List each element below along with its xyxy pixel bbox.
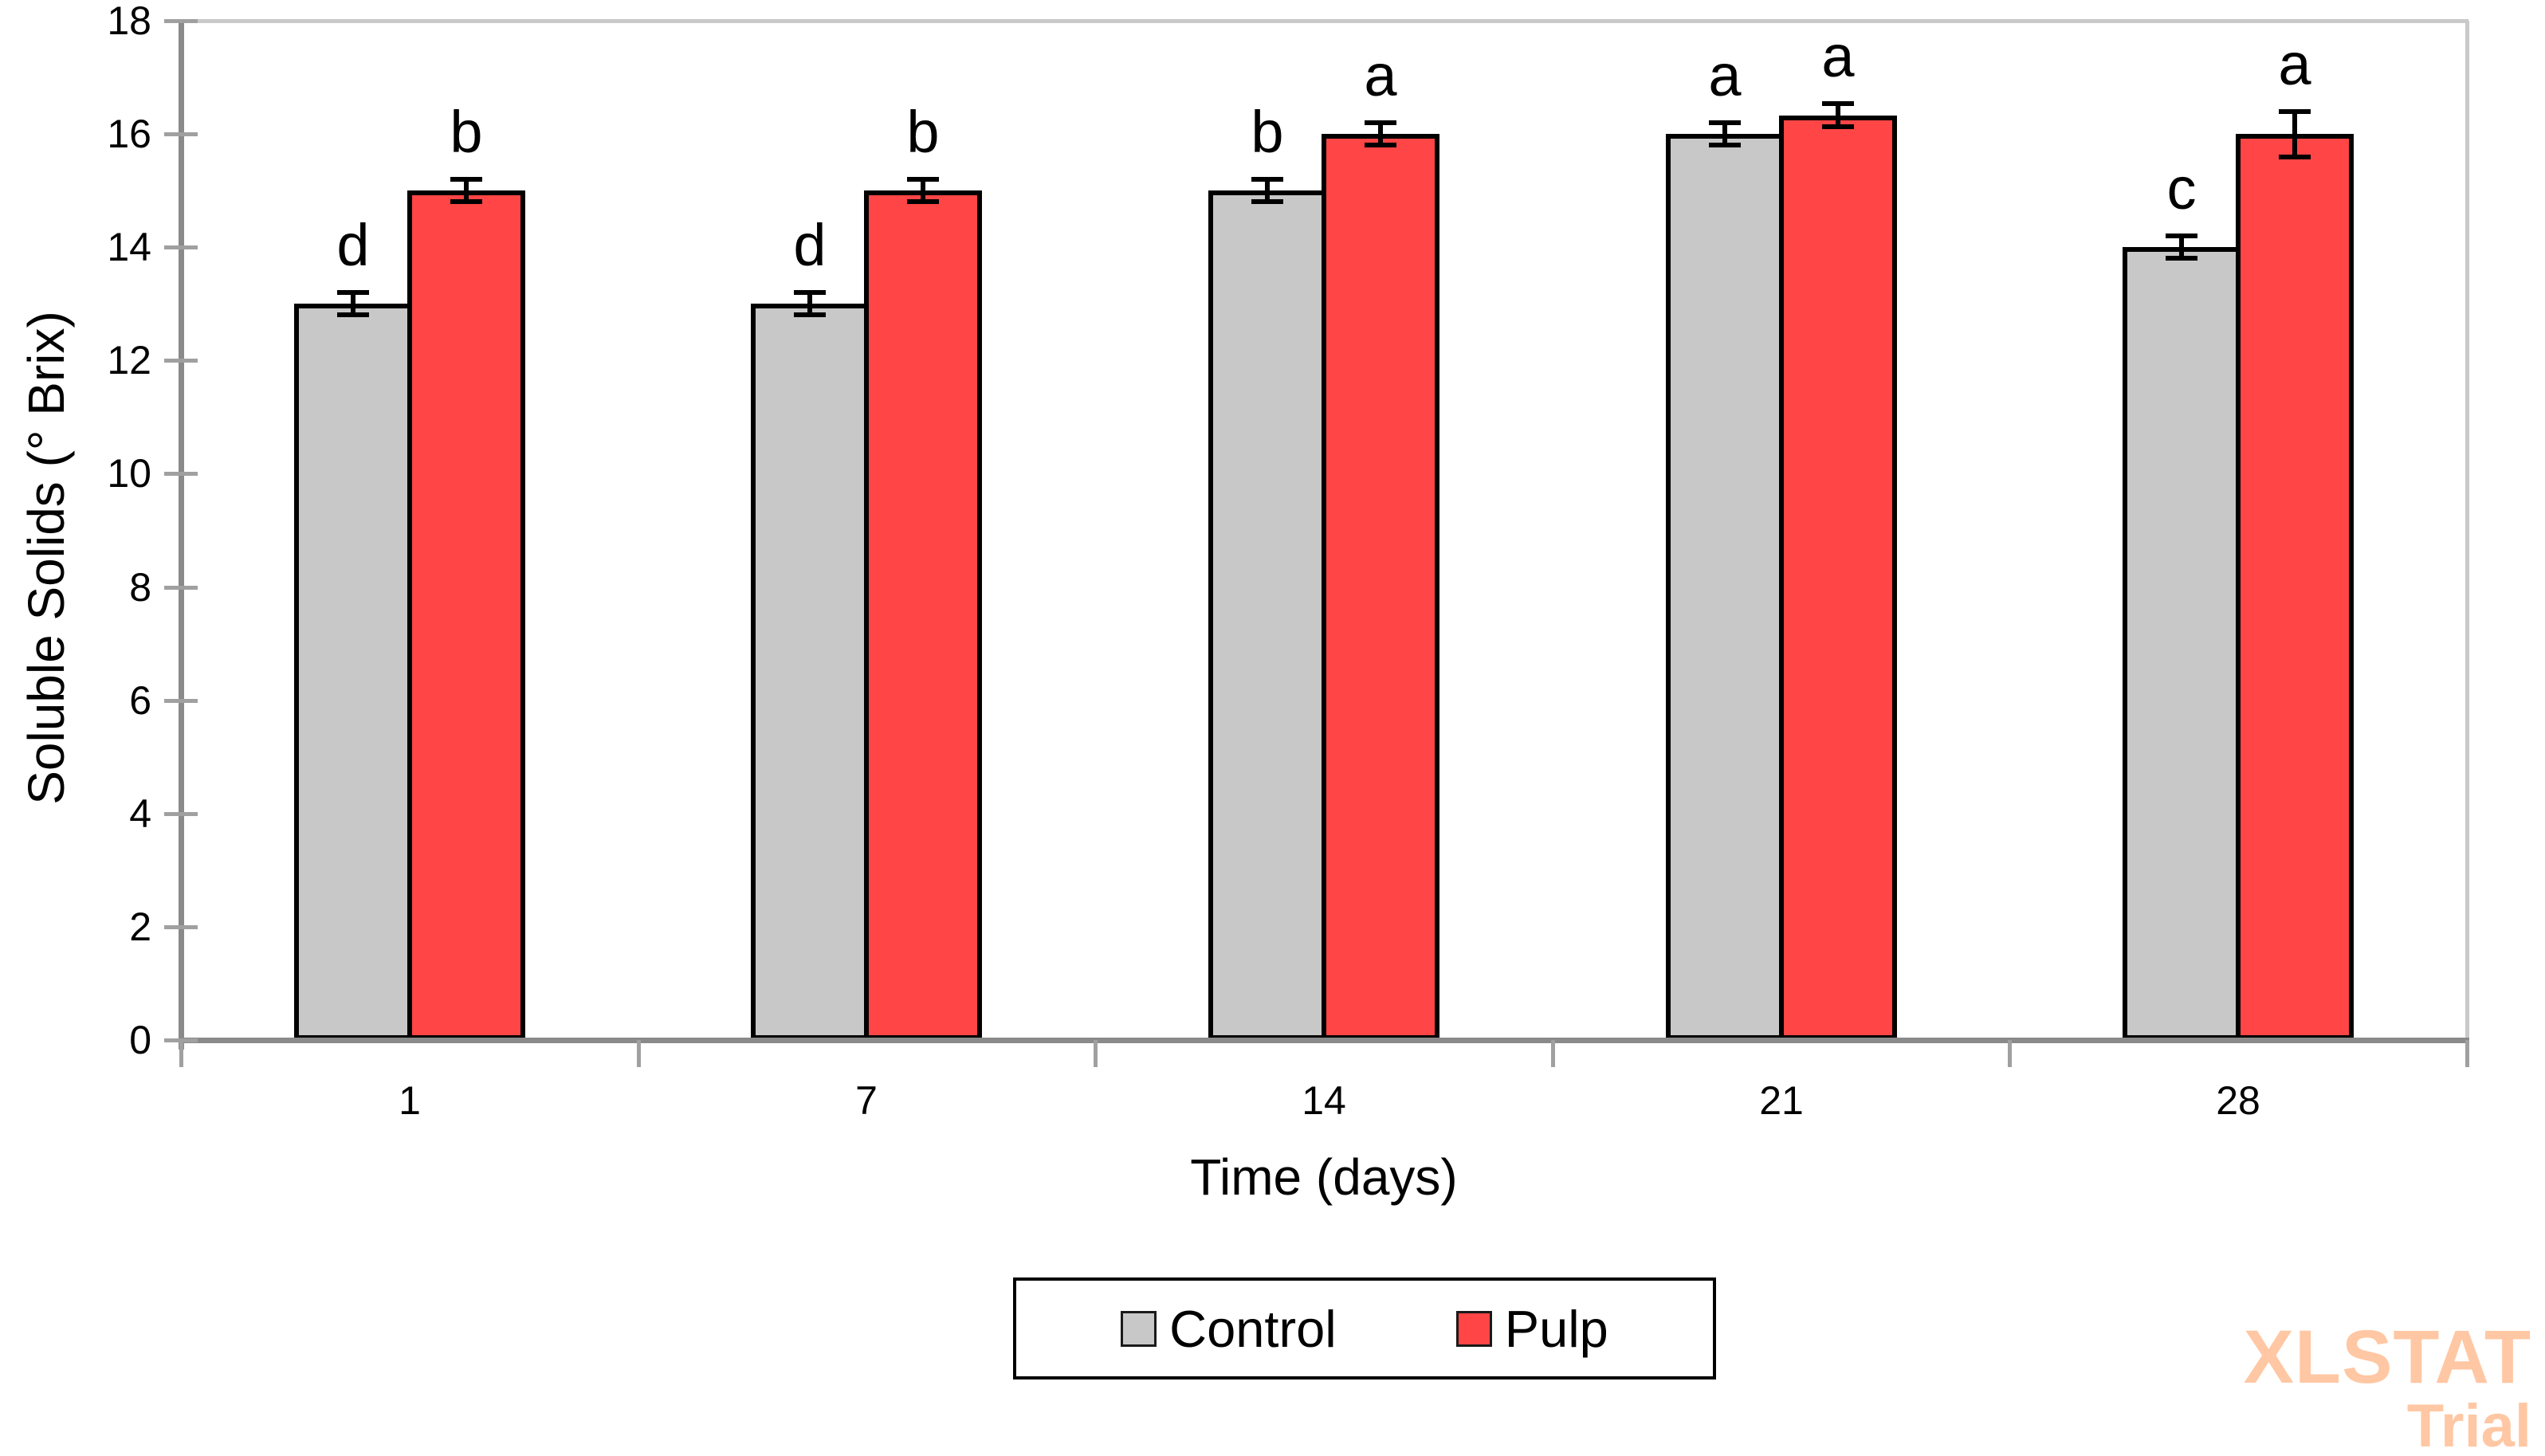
error-bar-line — [351, 292, 355, 315]
x-axis-title: Time (days) — [1190, 1148, 1458, 1206]
bar-pulp — [1322, 134, 1439, 1040]
x-tick-mark — [2008, 1040, 2012, 1067]
y-tick-mark — [164, 699, 198, 703]
y-tick-label: 8 — [129, 565, 151, 610]
y-tick-label: 18 — [107, 0, 151, 43]
error-bar-cap-top — [1822, 101, 1854, 106]
x-tick-mark — [2465, 1040, 2469, 1067]
bar-control — [294, 304, 412, 1040]
y-tick-label: 16 — [107, 112, 151, 156]
bar-control — [2123, 247, 2241, 1040]
x-tick-label: 28 — [2216, 1078, 2260, 1123]
y-tick-label: 12 — [107, 338, 151, 383]
y-tick-label: 14 — [107, 225, 151, 269]
legend-item-pulp: Pulp — [1455, 1299, 1608, 1358]
sig-letter: b — [1251, 99, 1284, 165]
y-tick-mark — [164, 472, 198, 476]
y-tick-mark — [164, 245, 198, 249]
watermark-trial: Trial — [2406, 1392, 2531, 1456]
error-bar-line — [2292, 112, 2297, 157]
error-bar-cap-top — [907, 177, 939, 182]
x-tick-label: 14 — [1302, 1078, 1346, 1123]
legend-label-control: Control — [1169, 1299, 1337, 1358]
error-bar-cap-top — [2279, 109, 2311, 114]
error-bar-line — [2179, 236, 2184, 258]
x-tick-label: 21 — [1759, 1078, 1804, 1123]
error-bar-cap-top — [450, 177, 482, 182]
error-bar-line — [807, 292, 812, 315]
x-tick-mark — [1094, 1040, 1098, 1067]
sig-letter: a — [1364, 42, 1397, 108]
x-tick-label: 7 — [855, 1078, 878, 1123]
x-tick-mark — [179, 1040, 183, 1067]
error-bar-cap-bottom — [1822, 124, 1854, 129]
bar-pulp — [407, 190, 525, 1040]
sig-letter: c — [2166, 155, 2197, 222]
error-bar-cap-bottom — [337, 312, 369, 317]
sig-letter: a — [1708, 42, 1742, 108]
error-bar-cap-top — [794, 290, 826, 295]
y-tick-mark — [164, 19, 198, 23]
legend-item-control: Control — [1121, 1303, 1337, 1355]
error-bar-line — [1836, 104, 1840, 126]
sig-letter: a — [1821, 23, 1855, 89]
x-tick-label: 1 — [399, 1078, 421, 1123]
x-tick-mark — [637, 1040, 641, 1067]
y-tick-label: 10 — [107, 451, 151, 496]
legend: Control Pulp — [1013, 1277, 1716, 1379]
bar-control — [751, 304, 869, 1040]
error-bar-cap-top — [2166, 234, 2197, 238]
watermark-xlstat: XLSTAT — [2243, 1315, 2531, 1399]
plot-border-top — [181, 19, 2468, 23]
error-bar-cap-top — [1365, 120, 1396, 125]
bar-pulp — [2236, 134, 2354, 1040]
y-axis-line — [179, 21, 184, 1050]
x-axis-line — [179, 1038, 2469, 1043]
y-tick-mark — [164, 925, 198, 929]
legend-swatch-pulp — [1455, 1310, 1492, 1347]
error-bar-line — [1722, 123, 1727, 145]
sig-letter: a — [2278, 31, 2311, 97]
error-bar-line — [1378, 123, 1383, 145]
error-bar-cap-bottom — [1709, 143, 1741, 147]
y-tick-label: 2 — [129, 905, 151, 949]
sig-letter: d — [336, 212, 370, 278]
error-bar-cap-bottom — [794, 312, 826, 317]
bar-control — [1208, 190, 1326, 1040]
error-bar-line — [921, 179, 925, 202]
plot-border-right — [2465, 21, 2469, 1040]
y-tick-mark — [164, 586, 198, 590]
bar-pulp — [864, 190, 982, 1040]
y-tick-label: 4 — [129, 791, 151, 836]
x-tick-mark — [1551, 1040, 1555, 1067]
y-tick-mark — [164, 132, 198, 136]
sig-letter: d — [793, 212, 827, 278]
y-axis-title: Soluble Solids (° Brix) — [18, 311, 75, 805]
error-bar-line — [464, 179, 469, 202]
error-bar-line — [1265, 179, 1270, 202]
error-bar-cap-bottom — [1251, 199, 1283, 204]
sig-letter: b — [450, 99, 483, 165]
y-tick-label: 6 — [129, 678, 151, 723]
legend-label-pulp: Pulp — [1504, 1299, 1608, 1358]
y-tick-label: 0 — [129, 1018, 151, 1062]
error-bar-cap-bottom — [450, 199, 482, 204]
error-bar-cap-top — [1709, 120, 1741, 125]
error-bar-cap-bottom — [907, 199, 939, 204]
error-bar-cap-top — [337, 290, 369, 295]
error-bar-cap-bottom — [2166, 256, 2197, 261]
error-bar-cap-bottom — [2279, 155, 2311, 159]
bar-pulp — [1779, 116, 1897, 1040]
y-tick-mark — [164, 812, 198, 816]
y-tick-mark — [164, 359, 198, 363]
sig-letter: b — [906, 99, 940, 165]
legend-swatch-control — [1121, 1310, 1157, 1347]
error-bar-cap-top — [1251, 177, 1283, 182]
bar-control — [1666, 134, 1784, 1040]
error-bar-cap-bottom — [1365, 143, 1396, 147]
